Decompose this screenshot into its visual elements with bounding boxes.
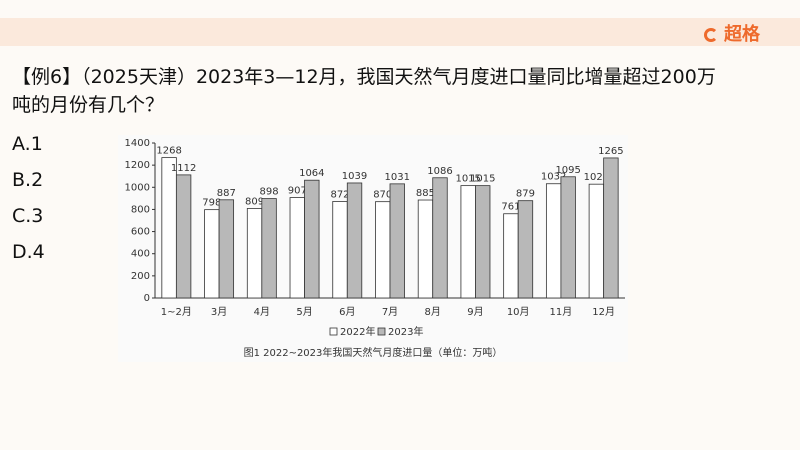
value-label: 870 xyxy=(373,190,392,201)
x-tick-label: 3月 xyxy=(211,306,227,318)
bar xyxy=(332,201,348,299)
header-band xyxy=(0,18,800,46)
option[interactable]: D.4 xyxy=(12,241,45,263)
x-tick-label: 6月 xyxy=(339,306,355,318)
bar xyxy=(460,185,476,299)
bar xyxy=(175,174,192,299)
x-tick-label: 5月 xyxy=(296,306,312,318)
bar xyxy=(289,197,305,299)
bar xyxy=(161,157,177,299)
legend-swatch xyxy=(377,327,386,336)
y-tick-label: 600 xyxy=(131,227,150,238)
legend-label: 2022年 xyxy=(340,325,375,338)
value-label: 907 xyxy=(288,186,307,197)
value-label: 1015 xyxy=(455,174,480,185)
bar xyxy=(503,213,519,299)
value-label: 1028 xyxy=(584,172,609,183)
logo: 超格 xyxy=(704,20,760,46)
bar xyxy=(432,177,448,299)
y-tick-label: 800 xyxy=(131,204,150,215)
option[interactable]: C.3 xyxy=(12,205,44,227)
value-label: 1032 xyxy=(541,172,566,183)
value-label: 887 xyxy=(217,188,236,199)
legend-label: 2023年 xyxy=(388,325,423,338)
value-label: 1039 xyxy=(342,171,367,182)
logo-text: 超格 xyxy=(724,24,760,45)
x-tick-label: 4月 xyxy=(254,306,270,318)
value-label: 1268 xyxy=(156,146,181,157)
x-tick-label: 10月 xyxy=(507,306,530,318)
y-tick-label: 0 xyxy=(144,293,150,304)
x-tick-label: 12月 xyxy=(592,306,615,318)
value-label: 1015 xyxy=(470,174,495,185)
y-tick-label: 400 xyxy=(131,249,150,260)
bar xyxy=(417,199,434,299)
value-label: 885 xyxy=(416,188,435,199)
bar xyxy=(218,199,235,299)
x-tick-label: 8月 xyxy=(425,306,441,318)
value-label: 872 xyxy=(330,189,349,200)
x-tick-label: 9月 xyxy=(467,306,483,318)
question: 吨的月份有几个？ xyxy=(12,94,165,116)
bar xyxy=(261,198,277,299)
value-label: 1064 xyxy=(299,168,324,179)
question: 【例6】（2025天津）2023年3—12月，我国天然气月度进口量同比增量超过2… xyxy=(12,66,716,88)
y-tick-label: 1400 xyxy=(125,138,150,149)
value-label: 1031 xyxy=(385,172,410,183)
value-label: 1112 xyxy=(171,163,196,174)
value-label: 1265 xyxy=(598,146,623,157)
bar xyxy=(204,209,220,299)
x-tick-label: 7月 xyxy=(382,306,398,318)
value-label: 898 xyxy=(260,187,279,198)
bar xyxy=(375,201,391,299)
value-label: 879 xyxy=(516,189,535,200)
chart-bg xyxy=(118,135,628,362)
value-label: 809 xyxy=(245,196,264,207)
bar xyxy=(560,176,576,299)
value-label: 1086 xyxy=(427,166,452,177)
bar xyxy=(346,182,363,299)
option[interactable]: A.1 xyxy=(12,133,43,155)
x-tick-label: 11月 xyxy=(550,306,573,318)
x-tick-label: 1~2月 xyxy=(161,306,192,318)
bar xyxy=(246,208,263,299)
bar xyxy=(304,179,320,299)
y-tick-label: 1000 xyxy=(125,182,150,193)
bar xyxy=(588,183,605,299)
option[interactable]: B.2 xyxy=(12,169,44,191)
value-label: 798 xyxy=(202,198,221,209)
bar xyxy=(517,200,534,299)
value-label: 1095 xyxy=(555,165,580,176)
value-label: 761 xyxy=(501,202,520,213)
bar xyxy=(389,183,405,299)
bar xyxy=(603,157,619,299)
bar xyxy=(475,185,491,299)
bar xyxy=(545,183,562,299)
legend-swatch xyxy=(329,327,338,336)
y-tick-label: 200 xyxy=(131,271,150,282)
chart: 图1 2022~2023年我国天然气月度进口量（单位：万吨） 0 200 400 60… xyxy=(118,135,628,362)
y-tick-label: 1200 xyxy=(125,160,150,171)
chart-caption: 图1 2022~2023年我国天然气月度进口量（单位：万吨） xyxy=(244,346,503,359)
